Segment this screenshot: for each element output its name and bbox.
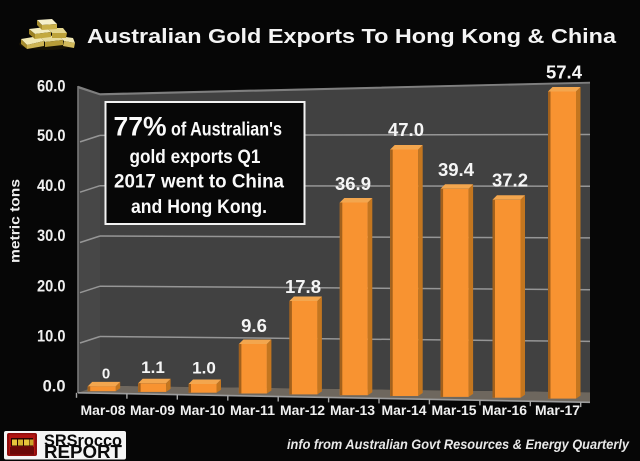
svg-text:Australian Gold Exports To Hon: Australian Gold Exports To Hong Kong & C… (87, 25, 617, 48)
svg-text:50.0: 50.0 (37, 127, 66, 145)
svg-text:Mar-13: Mar-13 (330, 403, 375, 418)
svg-text:Mar-17: Mar-17 (535, 403, 580, 418)
svg-text:Mar-12: Mar-12 (280, 403, 325, 418)
svg-text:of Australian's: of Australian's (171, 119, 282, 141)
svg-text:60.0: 60.0 (37, 78, 66, 96)
svg-text:SRSrocco: SRSrocco (44, 431, 122, 450)
svg-text:Mar-11: Mar-11 (230, 403, 276, 418)
svg-text:Mar-09: Mar-09 (130, 403, 175, 418)
svg-text:REPORT: REPORT (44, 441, 123, 461)
svg-text:37.2: 37.2 (492, 170, 528, 191)
svg-text:2017 went to China: 2017 went to China (114, 171, 284, 193)
svg-text:Mar-15: Mar-15 (432, 403, 477, 418)
svg-text:1.0: 1.0 (192, 359, 216, 378)
svg-text:40.0: 40.0 (37, 177, 66, 195)
svg-text:0: 0 (102, 366, 110, 383)
svg-text:36.9: 36.9 (335, 173, 371, 194)
svg-text:20.0: 20.0 (37, 278, 66, 296)
svg-text:and Hong Kong.: and Hong Kong. (131, 196, 267, 218)
svg-text:10.0: 10.0 (37, 328, 66, 346)
svg-text:0.0: 0.0 (43, 378, 66, 396)
svg-text:Mar-14: Mar-14 (382, 403, 427, 418)
svg-text:1.1: 1.1 (141, 358, 165, 377)
svg-text:77%: 77% (114, 112, 167, 142)
svg-text:Mar-08: Mar-08 (81, 403, 126, 418)
svg-text:30.0: 30.0 (37, 227, 66, 245)
svg-text:Mar-16: Mar-16 (482, 403, 527, 418)
svg-text:info from Australian Govt Reso: info from Australian Govt Resources & En… (287, 436, 630, 452)
svg-text:47.0: 47.0 (388, 119, 424, 140)
svg-text:17.8: 17.8 (285, 276, 321, 297)
svg-text:Mar-10: Mar-10 (180, 403, 225, 418)
svg-text:9.6: 9.6 (241, 315, 267, 336)
svg-text:57.4: 57.4 (546, 62, 583, 83)
svg-text:39.4: 39.4 (438, 159, 475, 180)
svg-text:gold exports Q1: gold exports Q1 (130, 146, 261, 168)
svg-text:metric tons: metric tons (8, 179, 23, 263)
